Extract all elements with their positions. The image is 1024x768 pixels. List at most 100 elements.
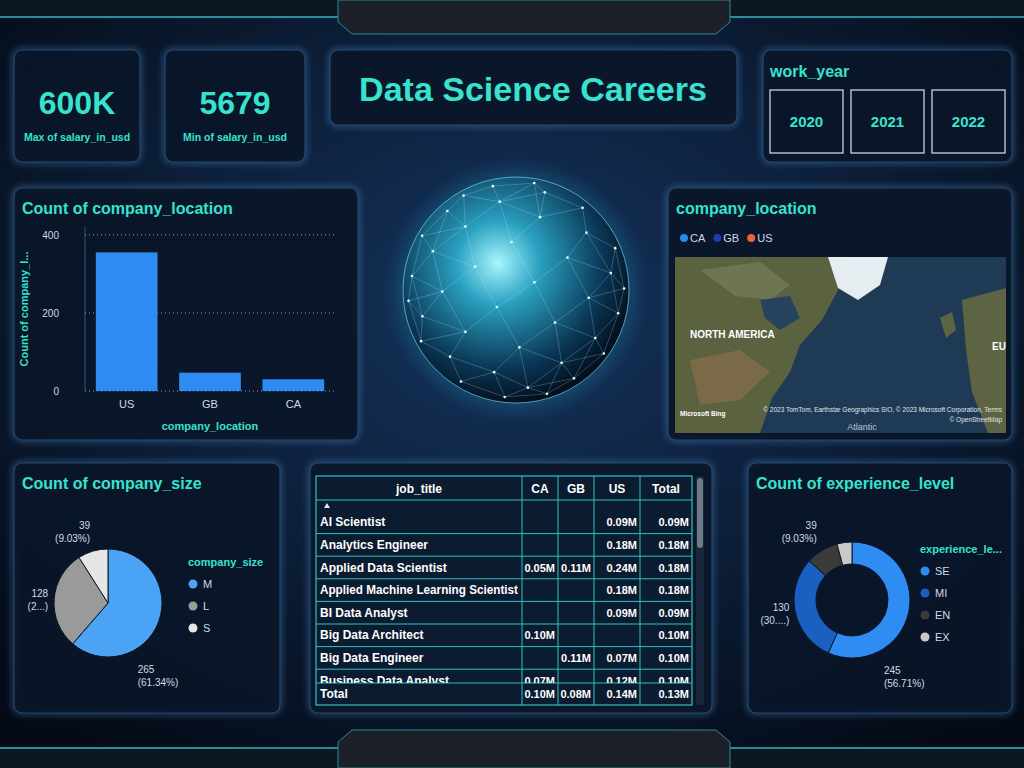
network-line [433,226,466,251]
network-node [539,216,542,219]
legend-label: SE [935,565,950,577]
network-line [494,372,505,397]
network-node [603,352,606,355]
network-line [442,292,465,332]
network-node [474,265,477,268]
table-body: AI Scientist0.09M0.09MAnalytics Engineer… [320,515,689,683]
network-line [450,357,494,372]
network-node [421,234,424,237]
network-line [412,251,433,276]
network-line [586,233,610,273]
bottom-tab [338,730,730,768]
network-line [512,217,541,242]
top-tab [338,0,730,34]
network-line [421,332,465,341]
legend-marker [680,234,688,242]
slicer-button[interactable] [851,90,924,153]
bar-panel-glow [14,188,358,440]
background [0,0,1024,768]
column-header: CA [531,482,549,496]
dashboard: 600KMax of salary_in_usd5679Min of salar… [0,0,1024,768]
slicer-item[interactable]: 2022 [952,113,985,130]
pie-panel [14,463,280,713]
network-node [560,362,563,365]
cell: Total [320,687,348,701]
network-node [462,194,465,197]
cell: 0.10M [524,688,555,700]
globe-network [407,182,625,398]
network-node [421,315,424,318]
network-line [494,372,528,387]
slicer-button[interactable] [770,90,843,153]
cell: 0.18M [658,562,689,574]
network-line [442,267,475,292]
land [700,262,790,300]
cell: 0.18M [658,584,689,596]
category-label: CA [286,398,302,410]
data-label-line: (61.34%) [138,677,179,688]
data-label: 265(61.34%) [138,664,179,688]
data-label-line: (30....) [760,615,789,626]
network-line [465,226,475,266]
table-rule [640,476,641,705]
network-node [554,321,557,324]
network-line [421,316,422,341]
category-label: US [119,398,134,410]
legend-label: MI [935,587,947,599]
cell: 0.05M [524,562,555,574]
cell: 0.18M [606,539,637,551]
cell: 0.09M [606,516,637,528]
network-node [566,256,569,259]
network-node [420,340,423,343]
card-panel [165,50,305,162]
network-line [409,276,412,301]
cell: 0.10M [658,629,689,641]
cell: 0.10M [524,629,555,641]
network-line [519,323,555,348]
legend-marker [189,602,198,611]
y-axis-label: Count of company_l... [18,252,30,367]
network-node [533,281,536,284]
legend-label: CA [690,232,706,244]
slices [794,542,910,658]
map-label: Atlantic [847,422,877,432]
slicer-item[interactable]: 2020 [790,113,823,130]
table-rule [558,476,559,705]
data-label-line: 39 [79,520,91,531]
network-line [604,313,618,353]
network-node [585,231,588,234]
data-label: 130(30....) [760,602,789,626]
network-node [594,337,597,340]
map-attribution: © OpenStreetMap [950,416,1003,424]
network-node [510,241,513,244]
legend-marker [921,611,930,620]
column-header: GB [567,482,585,496]
greenland [828,257,888,300]
network-line [562,354,604,363]
network-line [595,338,604,353]
title-panel-glow [330,50,737,125]
network-line [500,202,540,217]
network-node [464,225,467,228]
slice [809,544,842,576]
map-title: company_location [676,200,816,217]
network-line [519,347,527,387]
network-line [464,195,500,201]
bar [179,373,241,391]
scrollbar-thumb [697,478,703,548]
network-line [583,208,587,233]
legend-label: L [203,600,209,612]
network-line [422,292,442,317]
network-node [581,207,584,210]
sort-arrow [324,503,330,508]
network-line [615,248,624,288]
slicer-item[interactable]: 2021 [871,113,904,130]
cell: Business Data Analyst [320,674,449,684]
card-panel-glow [165,50,305,162]
network-node [492,185,495,188]
network-line [475,267,497,307]
slicer-button[interactable] [932,90,1005,153]
network-line [547,378,574,393]
cell: Big Data Architect [320,628,424,642]
table-rule [316,601,692,602]
